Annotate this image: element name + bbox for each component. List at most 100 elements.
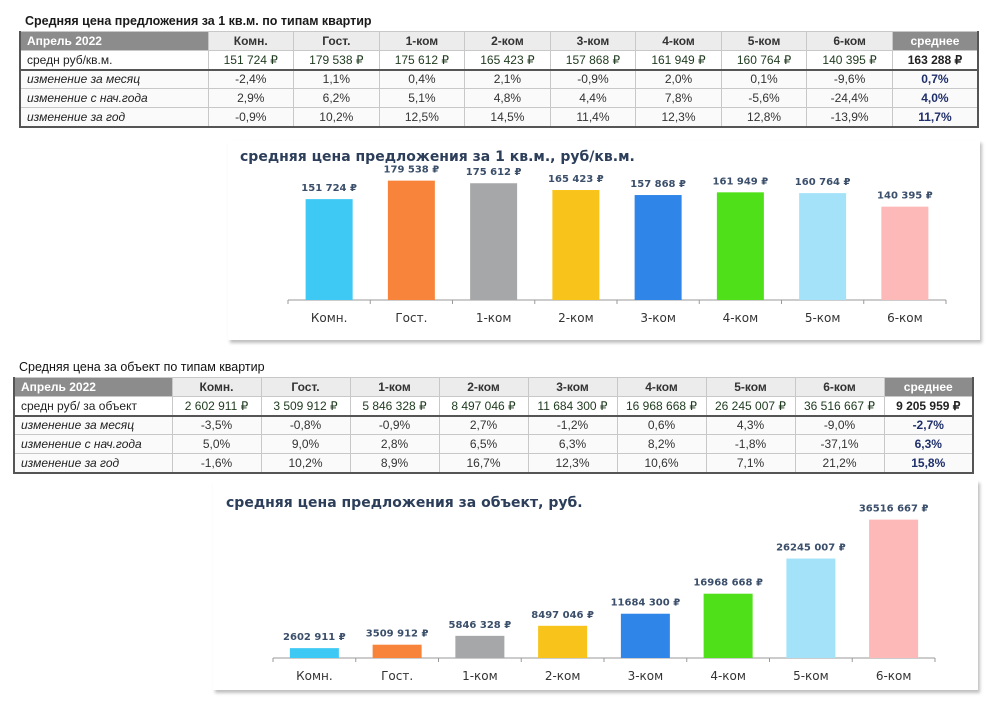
table-cell: 3 509 912 ₽ — [260, 396, 351, 417]
table-cell: 2,7% — [438, 415, 529, 435]
bar — [869, 519, 919, 658]
bar-data-label: 11684 300 ₽ — [611, 598, 681, 609]
table1-title: Средняя цена предложения за 1 кв.м. по т… — [25, 14, 372, 28]
chart2-title: средняя цена предложения за объект, руб. — [226, 495, 583, 511]
bar — [716, 192, 764, 300]
bar-data-label: 179 538 ₽ — [384, 165, 440, 176]
chart2-svg: 2602 911 ₽ Комн. 3509 912 ₽ Гост. 5846 328 ₽… — [272, 504, 936, 683]
table-cell: 15,8% — [883, 453, 974, 474]
table-cell: -1,8% — [705, 434, 796, 454]
table-cell: 6,2% — [293, 88, 380, 108]
table-row: изменение с нач.года 5,0% 9,0% 2,8% 6,5% 6,3%… — [13, 434, 974, 454]
column-header: 4-ком — [635, 31, 722, 51]
row-label: средн руб/кв.м. — [19, 50, 209, 71]
table-row: изменение за месяц -2,4% 1,1% 0,4% 2,1% -0,9%… — [19, 69, 979, 89]
table-cell: 5 846 328 ₽ — [349, 396, 440, 417]
bar — [786, 558, 836, 658]
row-label: изменение за месяц — [19, 69, 209, 89]
table-cell: 0,1% — [720, 69, 808, 89]
column-header: Гост. — [293, 31, 380, 51]
table-cell: 12,3% — [635, 107, 722, 128]
table-row: средн руб/ за объект 2 602 911 ₽3 509 912… — [13, 396, 974, 417]
x-tick-label: 1-ком — [462, 669, 498, 683]
bar-data-label: 5846 328 ₽ — [449, 620, 512, 631]
table-cell: -13,9% — [806, 107, 893, 128]
row-label: изменение с нач.года — [13, 434, 173, 454]
column-header: среднее — [891, 31, 979, 51]
bar — [881, 206, 929, 300]
row-label: изменение за год — [19, 107, 209, 128]
bar — [387, 180, 435, 300]
bar — [305, 199, 353, 300]
table-cell: 16,7% — [438, 453, 529, 474]
table-cell: 161 949 ₽ — [635, 50, 722, 71]
bar — [799, 193, 847, 300]
table-cell: 9,0% — [260, 434, 351, 454]
x-tick-label: 6-ком — [876, 669, 912, 683]
column-header: 3-ком — [549, 31, 637, 51]
table-cell: 7,1% — [705, 453, 796, 474]
table-cell: 4,4% — [549, 88, 637, 108]
table-cell: 4,0% — [891, 88, 979, 108]
bar — [455, 635, 505, 658]
bar-data-label: 140 395 ₽ — [877, 191, 933, 202]
bar — [703, 593, 753, 658]
table-cell: 0,7% — [891, 69, 979, 89]
table-cell: 10,6% — [616, 453, 707, 474]
table-cell: -9,0% — [794, 415, 885, 435]
table-cell: 12,3% — [527, 453, 618, 474]
bar-data-label: 160 764 ₽ — [795, 177, 851, 188]
table-cell: -37,1% — [794, 434, 885, 454]
column-header: 3-ком — [527, 377, 618, 397]
table-cell: 11 684 300 ₽ — [527, 396, 618, 417]
table-row: изменение с нач.года 2,9% 6,2% 5,1% 4,8% 4,4%… — [19, 88, 979, 108]
x-tick-label: 2-ком — [558, 311, 594, 325]
column-header: 6-ком — [794, 377, 885, 397]
bar-data-label: 2602 911 ₽ — [283, 632, 346, 643]
bar-data-label: 157 868 ₽ — [630, 179, 686, 190]
table-cell: 16 968 668 ₽ — [616, 396, 707, 417]
table-cell: 4,3% — [705, 415, 796, 435]
table-cell: -1,6% — [171, 453, 262, 474]
table-cell: -1,2% — [527, 415, 618, 435]
bar-data-label: 26245 007 ₽ — [776, 543, 846, 554]
column-header: 2-ком — [464, 31, 551, 51]
bar-data-label: 8497 046 ₽ — [531, 610, 594, 621]
table-row: средн руб/кв.м. 151 724 ₽179 538 ₽175 612… — [19, 50, 979, 71]
chart1-panel: средняя цена предложения за 1 кв.м., руб… — [228, 140, 980, 340]
table-cell: 157 868 ₽ — [549, 50, 637, 71]
bar — [289, 648, 339, 658]
column-header: Комн. — [171, 377, 262, 397]
table-cell: 2 602 911 ₽ — [171, 396, 262, 417]
bar — [372, 644, 422, 658]
bar-data-label: 3509 912 ₽ — [366, 629, 429, 640]
x-tick-label: 5-ком — [805, 311, 841, 325]
x-tick-label: 5-ком — [793, 669, 829, 683]
table-cell: 7,8% — [635, 88, 722, 108]
table-cell: 26 245 007 ₽ — [705, 396, 796, 417]
table-cell: 2,8% — [349, 434, 440, 454]
table-cell: 11,7% — [891, 107, 979, 128]
bar-data-label: 175 612 ₽ — [466, 167, 522, 178]
table-cell: 163 288 ₽ — [891, 50, 979, 71]
table-cell: -0,8% — [260, 415, 351, 435]
table-cell: 6,5% — [438, 434, 529, 454]
table-cell: 6,3% — [883, 434, 974, 454]
table-cell: -0,9% — [349, 415, 440, 435]
table-cell: 12,8% — [720, 107, 808, 128]
table-cell: 9 205 959 ₽ — [883, 396, 974, 417]
table-cell: -9,6% — [806, 69, 893, 89]
x-tick-label: 4-ком — [723, 311, 759, 325]
x-tick-label: 1-ком — [476, 311, 512, 325]
table-cell: 10,2% — [260, 453, 351, 474]
chart2-panel: средняя цена предложения за объект, руб.… — [213, 480, 978, 690]
row-label: изменение за год — [13, 453, 173, 474]
bar-data-label: 165 423 ₽ — [548, 174, 604, 185]
column-header: Комн. — [207, 31, 295, 51]
table-cell: 5,1% — [378, 88, 466, 108]
table-cell: 11,4% — [549, 107, 637, 128]
table-cell: 175 612 ₽ — [378, 50, 466, 71]
chart1-title: средняя цена предложения за 1 кв.м., руб… — [240, 149, 635, 165]
table-cell: -0,9% — [549, 69, 637, 89]
table-corner-label: Апрель 2022 — [13, 377, 173, 397]
